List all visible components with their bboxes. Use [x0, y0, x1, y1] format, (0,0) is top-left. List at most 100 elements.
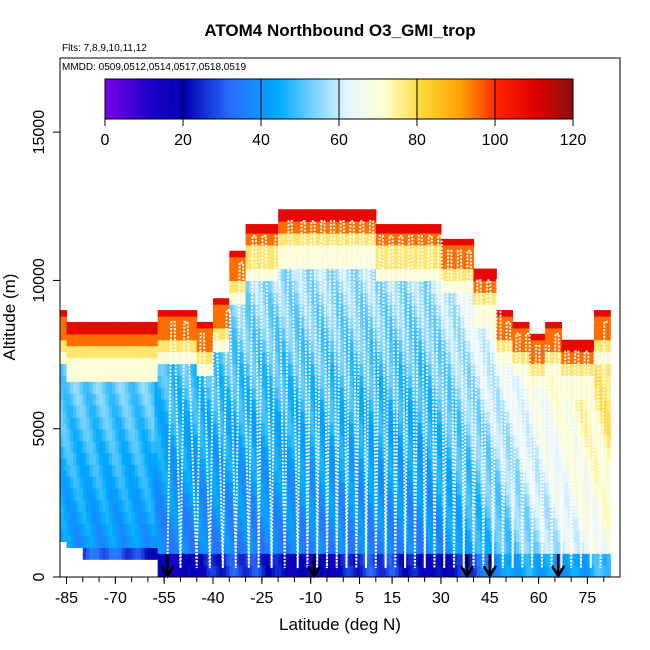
curtain-cell [294, 221, 299, 234]
curtain-cell [440, 304, 445, 317]
curtain-cell [235, 529, 240, 543]
curtain-cell [203, 482, 208, 495]
curtain-cell [447, 505, 452, 519]
curtain-cell [606, 493, 611, 507]
curtain-cell [336, 505, 341, 519]
curtain-cell [427, 434, 432, 448]
curtain-cell [307, 387, 312, 400]
curtain-cell [440, 505, 445, 519]
curtain-cell [76, 476, 81, 489]
curtain-cell [160, 505, 165, 519]
curtain-cell [160, 517, 165, 531]
curtain-cell [180, 410, 185, 424]
curtain-cell [170, 327, 175, 341]
curtain-cell [326, 553, 331, 566]
curtain-cell [405, 224, 409, 234]
curtain-cell [60, 351, 64, 365]
curtain-cell [281, 422, 286, 436]
curtain-cell [310, 470, 315, 483]
curtain-cell [271, 316, 276, 329]
curtain-cell [170, 434, 175, 448]
curtain-cell [307, 280, 312, 293]
curtain-cell [258, 268, 263, 282]
curtain-cell [323, 339, 328, 353]
curtain-cell [229, 482, 234, 495]
curtain-cell [340, 304, 344, 317]
curtain-cell [463, 268, 468, 282]
curtain-cell [424, 292, 429, 305]
curtain-cell [69, 404, 74, 418]
curtain-cell [206, 553, 211, 566]
curtain-cell [398, 256, 403, 270]
curtain-cell [242, 458, 247, 471]
curtain-cell [340, 244, 344, 258]
curtain-cell [278, 399, 282, 412]
curtain-cell [121, 404, 126, 418]
curtain-cell [82, 393, 87, 406]
curtain-cell [63, 327, 68, 341]
curtain-cell [147, 440, 152, 454]
curtain-cell [138, 547, 142, 560]
curtain-cell [372, 304, 377, 317]
curtain-cell [369, 375, 374, 388]
curtain-cell [248, 256, 253, 270]
curtain-cell [278, 422, 282, 436]
curtain-cell [170, 351, 175, 365]
curtain-cell [186, 446, 191, 459]
curtain-cell [268, 399, 273, 412]
curtain-cell [242, 375, 247, 388]
curtain-cell [242, 268, 247, 282]
curtain-cell [457, 351, 462, 365]
curtain-cell [128, 476, 133, 489]
curtain-cell [366, 244, 370, 258]
curtain-cell [190, 434, 195, 448]
curtain-cell [160, 446, 165, 459]
curtain-cell [431, 351, 436, 365]
curtain-cell [108, 464, 113, 477]
curtain-cell [219, 298, 224, 305]
curtain-cell [69, 464, 74, 477]
curtain-cell [427, 458, 432, 471]
curtain-cell [414, 292, 419, 305]
curtain-cell [134, 345, 139, 359]
curtain-cell [118, 511, 123, 525]
curtain-cell [447, 446, 452, 459]
curtain-cell [102, 333, 107, 347]
curtain-cell [69, 523, 74, 537]
curtain-cell [300, 410, 305, 424]
curtain-cell [242, 493, 247, 507]
curtain-cell [366, 458, 370, 471]
curtain-cell [86, 547, 90, 560]
curtain-cell [440, 363, 445, 376]
curtain-cell [340, 517, 344, 531]
curtain-cell [427, 493, 432, 507]
curtain-cell [362, 339, 367, 353]
curtain-cell [242, 541, 247, 554]
curtain-cell [203, 529, 208, 543]
curtain-cell [414, 339, 419, 353]
curtain-cell [173, 541, 178, 554]
curtain-cell [313, 221, 318, 234]
curtain-cell [190, 553, 195, 566]
curtain-cell [245, 375, 250, 388]
curtain-cell [444, 292, 449, 305]
curtain-cell [213, 458, 217, 471]
curtain-cell [401, 446, 406, 459]
curtain-cell [177, 505, 182, 519]
curtain-cell [463, 529, 468, 543]
curtain-cell [437, 339, 442, 353]
curtain-cell [229, 399, 234, 412]
curtain-cell [63, 529, 68, 543]
curtain-cell [248, 482, 253, 495]
curtain-cell [79, 369, 84, 382]
curtain-cell [265, 529, 269, 543]
curtain-cell [255, 268, 260, 282]
curtain-cell [268, 224, 273, 234]
curtain-cell [274, 339, 279, 353]
curtain-cell [287, 387, 292, 400]
curtain-cell [245, 399, 250, 412]
curtain-cell [346, 244, 351, 258]
curtain-cell [203, 541, 208, 554]
curtain-cell [375, 339, 380, 353]
curtain-cell [437, 280, 442, 293]
